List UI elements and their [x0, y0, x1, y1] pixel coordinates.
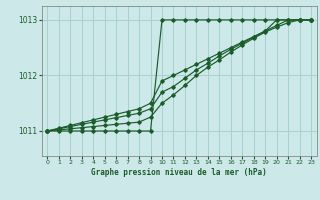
X-axis label: Graphe pression niveau de la mer (hPa): Graphe pression niveau de la mer (hPa): [91, 168, 267, 177]
